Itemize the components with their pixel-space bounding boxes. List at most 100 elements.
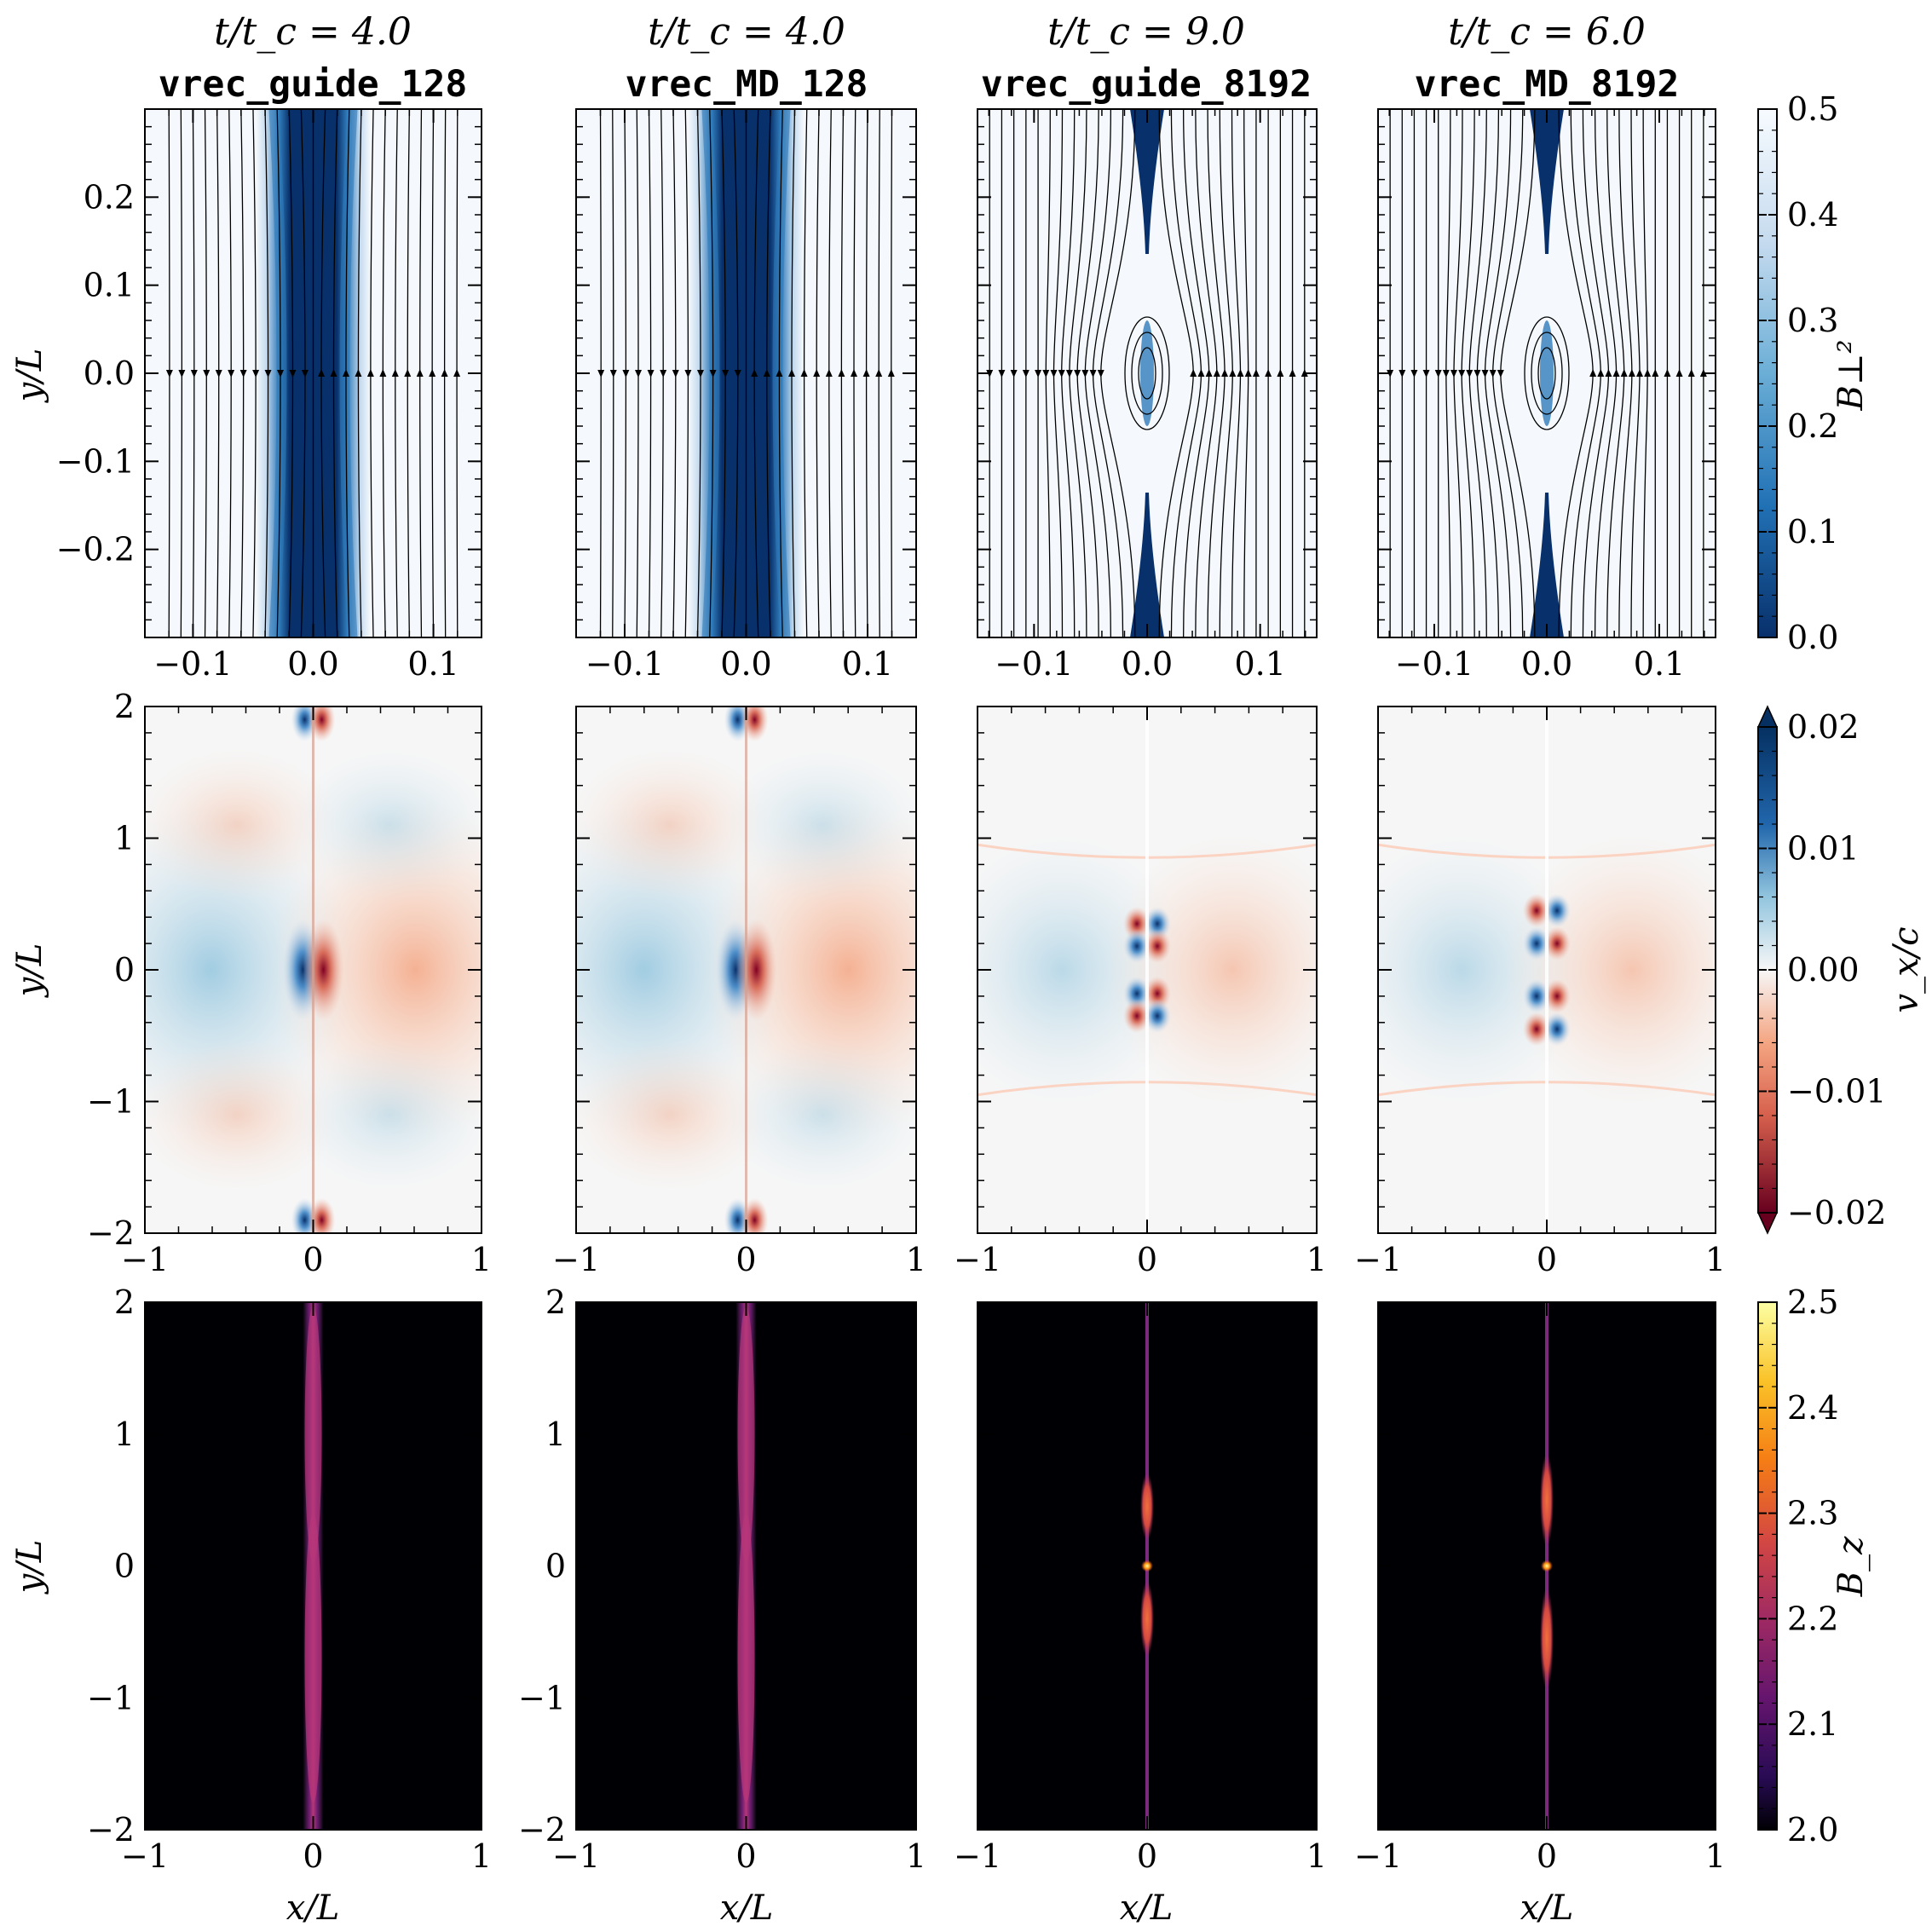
field-arrow [851, 369, 857, 377]
xlabel-col4: x/L [1520, 1889, 1574, 1928]
vx-wing [287, 748, 482, 903]
field-arrow [1097, 370, 1104, 378]
vx-red-lobe [1543, 926, 1571, 961]
field-arrow [289, 370, 297, 378]
field-arrow [838, 369, 845, 377]
x-tick-label: 0.0 [1122, 645, 1173, 683]
x-tick-label: 0.0 [720, 645, 771, 683]
vx-red-lobe [735, 919, 777, 1021]
panel-bperp-col4: −0.1 0.0 0.1 [1377, 108, 1716, 683]
field-arrow [1422, 370, 1430, 378]
vx-wing [145, 1037, 339, 1191]
panel-content [145, 706, 482, 1233]
bperp-edge-left [701, 109, 720, 637]
colorbar-tick-label: 0.5 [1787, 90, 1838, 128]
title-time-col4: t/t_c = 6.0 [1448, 10, 1646, 54]
field-arrow [228, 370, 235, 378]
field-arrow [391, 369, 399, 377]
vx-red-lobe [1523, 893, 1550, 928]
plasmoid-loop [1138, 347, 1156, 400]
panel-bperp-col2: −0.1 0.0 0.1 [575, 108, 917, 683]
field-arrow [1597, 369, 1605, 377]
field-arrow [635, 370, 642, 378]
vx-wing [720, 748, 916, 903]
y-tick-label: 2 [114, 688, 135, 725]
colorbar-tick-label: 0.02 [1787, 708, 1860, 746]
field-arrow [1450, 370, 1457, 378]
x-tick-label: 0 [735, 1837, 756, 1875]
field-arrow [1265, 369, 1272, 377]
bperp-edge-right [772, 109, 791, 637]
field-arrow [709, 370, 717, 378]
field-arrow [1628, 369, 1635, 377]
x-tick-label: 1 [1705, 1241, 1726, 1278]
title-run-col2: vrec_MD_128 [626, 63, 868, 106]
title-time-col3: t/t_c = 9.0 [1047, 10, 1245, 54]
field-arrow [1605, 369, 1612, 377]
vx-red-lobe [741, 1197, 769, 1233]
field-arrow [1190, 369, 1197, 377]
colorbar-extend-bottom [1756, 1212, 1779, 1235]
colorbar-tick-label: 2.5 [1787, 1283, 1838, 1321]
plasmoid-loop [1524, 316, 1570, 430]
bz-plasmoid-lower [1540, 1587, 1554, 1690]
y-tick-label: 0.0 [84, 355, 135, 392]
field-arrow [1474, 370, 1481, 378]
field-arrow [1410, 370, 1418, 378]
x-tick-label: −1 [1354, 1241, 1402, 1278]
x-tick-label: −1 [954, 1241, 1001, 1278]
ylabel-row3: y/L [10, 1540, 49, 1595]
colorbar-tick-label: 2.1 [1787, 1705, 1838, 1743]
x-tick-label: −1 [121, 1837, 169, 1875]
bperp-sheet-bottom [1130, 493, 1164, 637]
field-arrow [1652, 369, 1659, 377]
colorbar-tick-label: 0.2 [1787, 407, 1838, 445]
field-arrow [1205, 369, 1213, 377]
x-tick-label: 0 [1537, 1241, 1557, 1278]
y-tick-label: 1 [114, 1416, 135, 1453]
field-arrow [1252, 369, 1260, 377]
title-time-col1: t/t_c = 4.0 [214, 10, 412, 54]
plasmoid-loop [1531, 332, 1563, 415]
field-arrow [215, 370, 222, 378]
y-tick-label: −1 [518, 1679, 566, 1716]
field-arrow [318, 369, 326, 377]
field-arrow [1497, 370, 1504, 378]
vx-red-lobe [1543, 978, 1571, 1013]
field-arrow [597, 370, 605, 378]
vx-blue-lobe [1543, 1012, 1571, 1047]
field-arrow [165, 370, 173, 378]
bz-blob [304, 1306, 322, 1562]
axis-labels: y/L y/L y/L x/L x/L x/L x/L B⊥² v_x/c B_… [10, 339, 1926, 1928]
column-titles: t/t_c = 4.0 vrec_guide_128 t/t_c = 4.0 v… [159, 10, 1680, 106]
field-arrow [887, 369, 895, 377]
vx-red-lobe [1144, 929, 1171, 964]
x-tick-label: 0.1 [407, 645, 458, 683]
vx-wing-right [1104, 833, 1317, 1106]
y-tick-label: −1 [87, 1679, 135, 1716]
bperp-edge-left [268, 109, 287, 637]
x-tick-label: 1 [1306, 1241, 1327, 1278]
y-tick-label: −0.1 [56, 442, 135, 480]
field-arrow [1481, 370, 1489, 378]
x-tick-label: 1 [906, 1837, 926, 1875]
field-arrow [1197, 369, 1205, 377]
field-arrow [1675, 369, 1683, 377]
field-arrow [441, 369, 448, 377]
x-tick-label: 1 [1306, 1837, 1327, 1875]
vx-red-lobe [1123, 999, 1151, 1034]
vx-wing [576, 748, 772, 903]
panel-content [978, 109, 1317, 637]
field-arrow [1289, 369, 1296, 377]
field-arrow [416, 369, 424, 377]
field-arrow [1050, 370, 1058, 378]
field-arrow [1074, 370, 1081, 378]
field-arrow [429, 369, 436, 377]
y-tick-label: 0 [545, 1548, 566, 1585]
field-arrow [379, 369, 387, 377]
y-tick-label: 1 [114, 820, 135, 857]
y-tick-label: −1 [87, 1083, 135, 1121]
field-arrow [1042, 370, 1050, 378]
ylabel-row1: y/L [10, 349, 49, 404]
